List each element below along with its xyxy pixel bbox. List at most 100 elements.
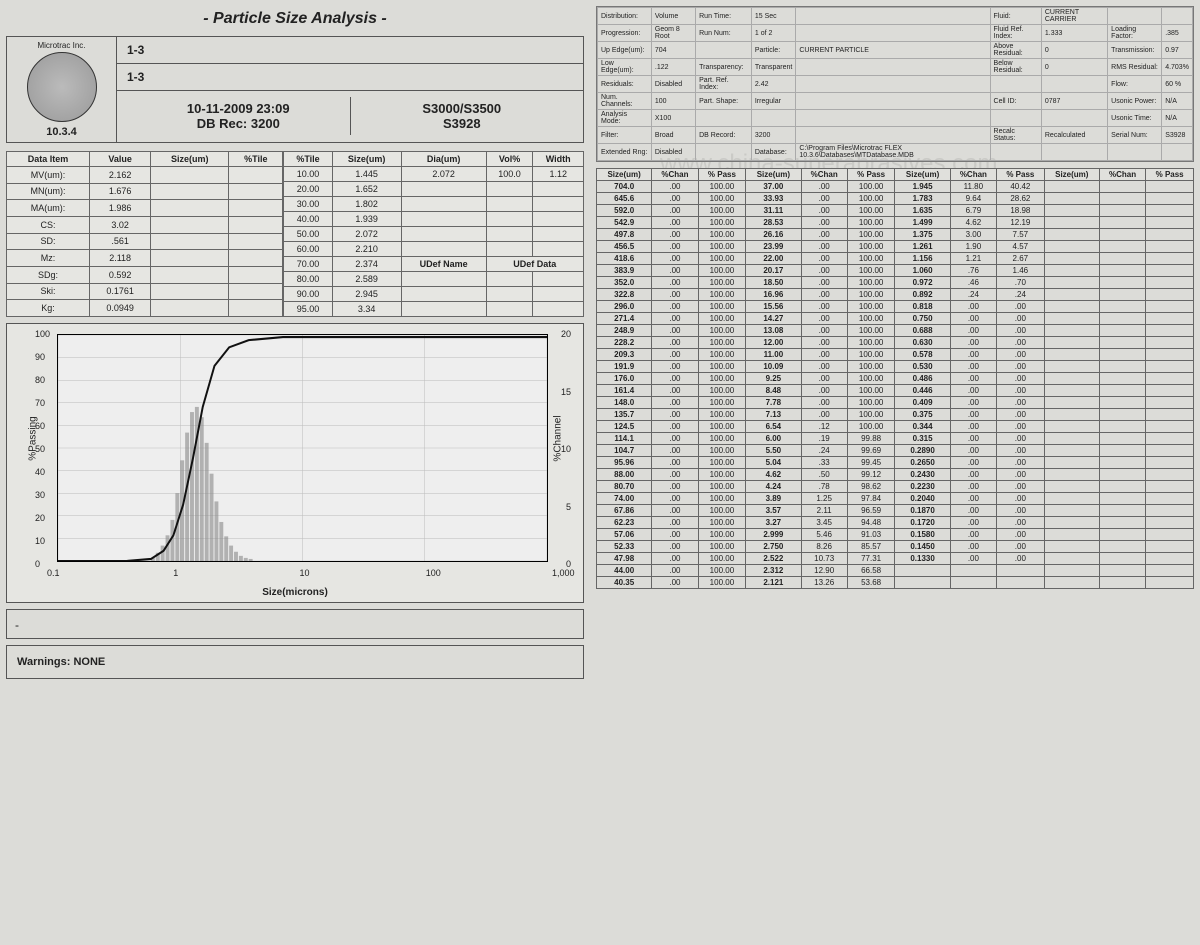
table-row: SD:.561 — [7, 233, 283, 250]
y2-tick: 10 — [561, 444, 571, 454]
left-page: - Particle Size Analysis - Microtrac Inc… — [0, 0, 590, 945]
meta-row: Extended Rng:DisabledDatabase:C:\Program… — [598, 144, 1193, 161]
table-row: 52.33.00100.002.7508.2685.570.1450.00.00 — [597, 541, 1194, 553]
table-row: 80.002.589 — [284, 272, 584, 287]
table-row: 352.0.00100.0018.50.00100.000.972.46.70 — [597, 277, 1194, 289]
sample-id-2: 1-3 — [117, 64, 583, 91]
stats-header: Value — [90, 152, 151, 167]
table-row: 148.0.00100.007.78.00100.000.409.00.00 — [597, 397, 1194, 409]
table-row: 62.23.00100.003.273.4594.480.1720.00.00 — [597, 517, 1194, 529]
data-header: %Chan — [801, 169, 847, 181]
warnings-box: Warnings: NONE — [6, 645, 584, 679]
instrument-info: S3000/S3500 S3928 — [351, 97, 574, 135]
stats-header: %Tile — [229, 152, 283, 167]
meta-row: Distribution:VolumeRun Time:15 SecFluid:… — [598, 8, 1193, 25]
data-header: % Pass — [1146, 169, 1194, 181]
table-row: 60.002.210 — [284, 242, 584, 257]
y1-tick: 50 — [35, 444, 45, 454]
table-row: 50.002.072 — [284, 227, 584, 242]
percentile-table: %TileSize(um)Dia(um)Vol%Width 10.001.445… — [283, 151, 584, 317]
x-tick: 10 — [300, 568, 310, 578]
stats-table: Data ItemValueSize(um)%Tile MV(um):2.162… — [6, 151, 283, 317]
table-row: 80.70.00100.004.24.7898.620.2230.00.00 — [597, 481, 1194, 493]
table-row: 90.002.945 — [284, 287, 584, 302]
run-info: 10-11-2009 23:09 DB Rec: 3200 — [127, 97, 351, 135]
table-row: 20.001.652 — [284, 182, 584, 197]
table-row: 296.0.00100.0015.56.00100.000.818.00.00 — [597, 301, 1194, 313]
y2-tick: 5 — [566, 502, 571, 512]
table-row: 95.96.00100.005.04.3399.450.2650.00.00 — [597, 457, 1194, 469]
globe-icon — [27, 52, 97, 122]
stats-tables: Data ItemValueSize(um)%Tile MV(um):2.162… — [6, 151, 584, 323]
warnings-label: Warnings: — [17, 656, 70, 668]
table-row: 418.6.00100.0022.00.00100.001.1561.212.6… — [597, 253, 1194, 265]
y1-tick: 30 — [35, 490, 45, 500]
table-row: 57.06.00100.002.9995.4691.030.1580.00.00 — [597, 529, 1194, 541]
table-row: 40.001.939 — [284, 212, 584, 227]
table-row: 592.0.00100.0031.11.00100.001.6356.7918.… — [597, 205, 1194, 217]
table-row: 645.6.00100.0033.93.00100.001.7839.6428.… — [597, 193, 1194, 205]
table-row: 135.7.00100.007.13.00100.000.375.00.00 — [597, 409, 1194, 421]
y1-tick: 40 — [35, 467, 45, 477]
data-header: Size(um) — [1044, 169, 1099, 181]
meta-row: Progression:Geom 8 RootRun Num:1 of 2Flu… — [598, 25, 1193, 42]
y1-tick: 90 — [35, 352, 45, 362]
table-row: 74.00.00100.003.891.2597.840.2040.00.00 — [597, 493, 1194, 505]
data-header: Size(um) — [746, 169, 801, 181]
table-row: 271.4.00100.0014.27.00100.000.750.00.00 — [597, 313, 1194, 325]
table-row: 191.9.00100.0010.09.00100.000.530.00.00 — [597, 361, 1194, 373]
table-row: 10.001.4452.072100.01.12 — [284, 167, 584, 182]
y1-tick: 0 — [35, 559, 40, 569]
instrument-model: S3000/S3500 — [361, 101, 564, 116]
table-row: 88.00.00100.004.62.5099.120.2430.00.00 — [597, 469, 1194, 481]
data-header: % Pass — [997, 169, 1045, 181]
warnings-value: NONE — [73, 656, 105, 668]
db-rec-value: 3200 — [251, 116, 280, 131]
y1-tick: 20 — [35, 513, 45, 523]
table-row: 248.9.00100.0013.08.00100.000.688.00.00 — [597, 325, 1194, 337]
table-row: Ski:0.1761 — [7, 283, 283, 300]
table-row: Kg:0.0949 — [7, 300, 283, 317]
perc-header: %Tile — [284, 152, 332, 167]
sample-id-1: 1-3 — [117, 37, 583, 64]
data-header: % Pass — [847, 169, 895, 181]
y2-axis-label: %Channel — [552, 415, 563, 461]
y2-tick: 20 — [561, 329, 571, 339]
software-version: 10.3.4 — [11, 126, 112, 138]
meta-row: Up Edge(um):704Particle:CURRENT PARTICLE… — [598, 42, 1193, 59]
y1-tick: 10 — [35, 536, 45, 546]
table-row: 95.003.34 — [284, 302, 584, 317]
table-row: CS:3.02 — [7, 216, 283, 233]
y2-tick: 15 — [561, 387, 571, 397]
metadata-box: Distribution:VolumeRun Time:15 SecFluid:… — [596, 6, 1194, 162]
x-tick: 100 — [426, 568, 441, 578]
table-row: MA(um):1.986 — [7, 200, 283, 217]
run-date: 10-11-2009 23:09 — [137, 101, 340, 116]
data-header: %Chan — [1099, 169, 1145, 181]
table-row: 40.35.00100.002.12113.2653.68 — [597, 577, 1194, 589]
meta-row: Analysis Mode:X100Usonic Time:N/A — [598, 110, 1193, 127]
distribution-chart: %Passing %Channel Size(microns) 01020304… — [6, 323, 584, 603]
x-tick: 1,000 — [552, 568, 575, 578]
table-row: 30.001.802 — [284, 197, 584, 212]
metadata-table: Distribution:VolumeRun Time:15 SecFluid:… — [597, 7, 1193, 161]
table-row: SDg:0.592 — [7, 266, 283, 283]
x-tick: 1 — [173, 568, 178, 578]
table-row: 228.2.00100.0012.00.00100.000.630.00.00 — [597, 337, 1194, 349]
notes-box: - — [6, 609, 584, 639]
table-row: 124.5.00100.006.54.12100.000.344.00.00 — [597, 421, 1194, 433]
data-header: Size(um) — [597, 169, 652, 181]
table-row: 161.4.00100.008.48.00100.000.446.00.00 — [597, 385, 1194, 397]
table-row: 383.9.00100.0020.17.00100.001.060.761.46 — [597, 265, 1194, 277]
table-row: 104.7.00100.005.50.2499.690.2890.00.00 — [597, 445, 1194, 457]
table-row: MN(um):1.676 — [7, 183, 283, 200]
y1-tick: 60 — [35, 421, 45, 431]
db-rec-label: DB Rec: — [197, 116, 248, 131]
table-row: 44.00.00100.002.31212.9066.58 — [597, 565, 1194, 577]
table-row: 497.8.00100.0026.16.00100.001.3753.007.5… — [597, 229, 1194, 241]
table-row: 70.002.374UDef NameUDef Data — [284, 257, 584, 272]
instrument-serial: S3928 — [361, 116, 564, 131]
page-title: - Particle Size Analysis - — [6, 10, 584, 28]
data-header: %Chan — [652, 169, 698, 181]
meta-row: Num. Channels:100Part. Shape:IrregularCe… — [598, 93, 1193, 110]
